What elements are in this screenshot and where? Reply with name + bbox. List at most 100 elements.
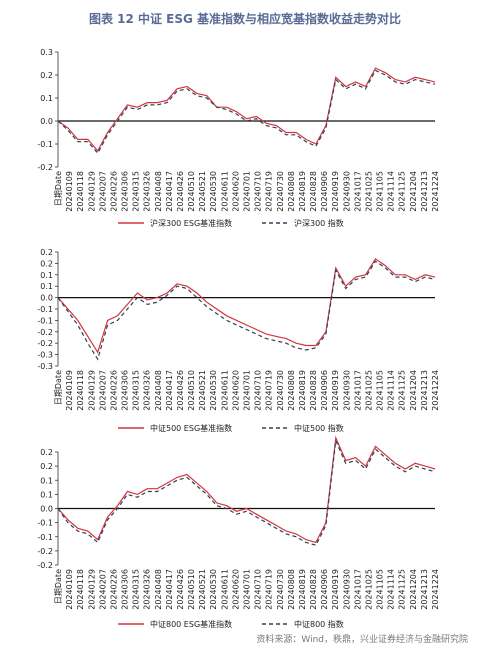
x-tick-label: 20240719	[265, 370, 274, 411]
x-tick-label: 20240408	[154, 370, 163, 411]
x-axis-title: 日期Date	[54, 370, 63, 405]
x-tick-label: 20241213	[420, 370, 429, 411]
x-tick-label: 20240315	[132, 171, 141, 212]
y-tick-label: -0.1	[37, 140, 53, 149]
series-esg-line	[57, 257, 436, 354]
x-tick-label: 20240306	[121, 171, 130, 212]
series-base-line	[57, 69, 436, 155]
x-tick-label: 20241114	[387, 370, 396, 411]
x-tick-label: 20240701	[243, 370, 252, 411]
x-tick-label: 20241224	[431, 171, 440, 212]
x-tick-label: 20240417	[165, 569, 174, 610]
x-tick-label: 20241224	[431, 370, 440, 411]
x-tick-label: 20240326	[143, 569, 152, 610]
y-tick-label: 0.1	[40, 94, 53, 103]
x-tick-label: 20241204	[409, 370, 418, 411]
x-tick-label: 20240906	[320, 171, 329, 212]
x-tick-label: 20240207	[98, 370, 107, 411]
x-tick-label: 20240326	[143, 370, 152, 411]
x-tick-label: 20240510	[187, 370, 196, 411]
series-esg-line	[57, 435, 436, 544]
x-tick-label: 20241105	[376, 569, 385, 610]
y-tick-label: 0.2	[40, 259, 53, 268]
x-tick-label: 20240521	[198, 171, 207, 212]
x-tick-label: 20240315	[132, 569, 141, 610]
x-tick-label: 20240710	[254, 569, 263, 610]
series-base-line	[57, 438, 436, 546]
y-tick-label: 0.0	[40, 117, 53, 126]
x-tick-label: 20240710	[254, 171, 263, 212]
legend-label-esg: 中证500 ESG基准指数	[150, 423, 232, 433]
x-tick-label: 20240730	[276, 370, 285, 411]
x-tick-label: 20240828	[309, 370, 318, 411]
x-tick-label: 20241025	[364, 370, 373, 411]
x-tick-label: 20240226	[109, 370, 118, 411]
y-tick-label: -0.2	[37, 163, 53, 172]
x-tick-label: 20240620	[231, 171, 240, 212]
x-tick-label: 20240426	[176, 370, 185, 411]
legend-label-base: 中证800 指数	[294, 619, 344, 629]
x-tick-label: 20240530	[209, 569, 218, 610]
x-tick-label: 20241114	[387, 569, 396, 610]
x-tick-label: 20240530	[209, 171, 218, 212]
x-tick-label: 20241025	[364, 569, 373, 610]
x-tick-label: 20240710	[254, 370, 263, 411]
y-tick-label: -0.1	[37, 316, 53, 325]
x-tick-label: 20240510	[187, 171, 196, 212]
x-tick-label: 20241224	[431, 569, 440, 610]
x-tick-label: 20240930	[342, 569, 351, 610]
x-tick-label: 20241017	[353, 569, 362, 610]
legend-label-esg: 沪深300 ESG基准指数	[150, 218, 232, 228]
x-tick-label: 20240408	[154, 569, 163, 610]
x-tick-label: 20240326	[143, 171, 152, 212]
x-tick-label: 20240808	[287, 171, 296, 212]
x-tick-label: 20240611	[220, 569, 229, 610]
x-tick-label: 20240819	[298, 171, 307, 212]
x-tick-label: 20240315	[132, 370, 141, 411]
x-tick-label: 20240129	[87, 569, 96, 610]
x-tick-label: 20240109	[65, 370, 74, 411]
x-tick-label: 20240611	[220, 370, 229, 411]
x-tick-label: 20241017	[353, 171, 362, 212]
x-tick-label: 20240306	[121, 370, 130, 411]
x-tick-label: 20240919	[331, 569, 340, 610]
x-tick-label: 20240730	[276, 569, 285, 610]
y-tick-label: 0.1	[40, 282, 53, 291]
y-tick-label: -0.2	[37, 328, 53, 337]
x-tick-label: 20241125	[398, 370, 407, 411]
x-tick-label: 20240118	[76, 370, 85, 411]
y-tick-label: 0.1	[40, 490, 53, 499]
y-tick-label: 0.2	[40, 248, 53, 257]
y-tick-label: 0.3	[40, 48, 53, 57]
y-tick-label: 0.1	[40, 271, 53, 280]
x-tick-label: 20240207	[98, 569, 107, 610]
x-tick-label: 20240426	[176, 569, 185, 610]
y-tick-label: 0.2	[40, 462, 53, 471]
x-tick-label: 20240118	[76, 171, 85, 212]
x-tick-label: 20240828	[309, 569, 318, 610]
x-tick-label: 20240226	[109, 171, 118, 212]
x-tick-label: 20240919	[331, 171, 340, 212]
x-tick-label: 20241114	[387, 171, 396, 212]
y-tick-label: -0.3	[37, 351, 53, 360]
x-tick-label: 20241105	[376, 171, 385, 212]
x-tick-label: 20240808	[287, 370, 296, 411]
y-tick-label: -0.1	[37, 533, 53, 542]
x-tick-label: 20240611	[220, 171, 229, 212]
x-tick-label: 20240906	[320, 569, 329, 610]
x-tick-label: 20240919	[331, 370, 340, 411]
x-tick-label: 20240620	[231, 569, 240, 610]
x-tick-label: 20240819	[298, 370, 307, 411]
x-tick-label: 20240719	[265, 171, 274, 212]
x-tick-label: 20240417	[165, 370, 174, 411]
x-tick-label: 20241125	[398, 171, 407, 212]
x-axis-title: 日期Date	[54, 569, 63, 604]
x-tick-label: 20241204	[409, 171, 418, 212]
series-base-line	[57, 260, 436, 361]
x-tick-label: 20240730	[276, 171, 285, 212]
chart-zz500: 0.20.20.10.10.0-0.1-0.1-0.2-0.2-0.3-0.3日…	[37, 248, 440, 433]
x-tick-label: 20241017	[353, 370, 362, 411]
x-tick-label: 20240930	[342, 370, 351, 411]
